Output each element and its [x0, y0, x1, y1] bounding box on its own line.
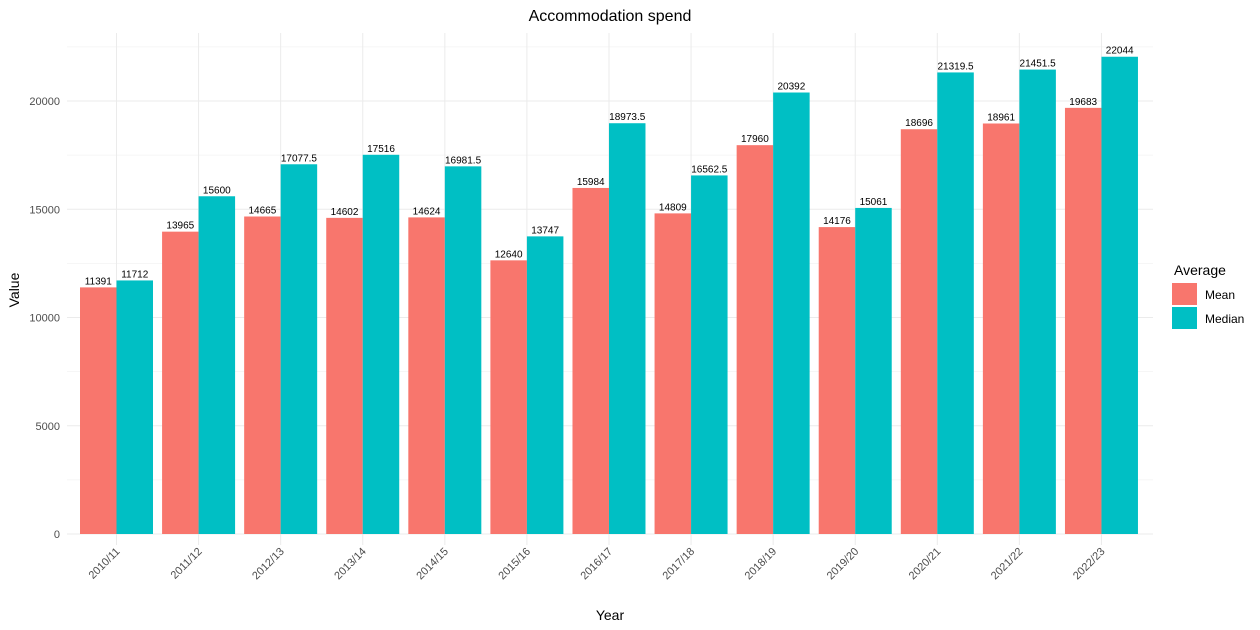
x-tick-label: 2014/15 [414, 546, 451, 583]
x-tick-label: 2021/22 [989, 546, 1026, 583]
bar-label-median: 15600 [203, 185, 231, 196]
bar-label-median: 20392 [777, 82, 805, 93]
bar-label-median: 17077.5 [281, 153, 318, 164]
bar-label-median: 18973.5 [609, 112, 646, 123]
bar-mean [654, 213, 692, 535]
bar-mean [244, 216, 281, 534]
bar-mean [736, 145, 774, 534]
x-tick-label: 2019/20 [825, 546, 862, 583]
bar-label-median: 13747 [531, 225, 559, 236]
bar-mean [162, 231, 199, 534]
x-tick-label: 2018/19 [743, 546, 780, 583]
legend: Average Mean Median [1172, 262, 1244, 329]
y-tick-label: 0 [54, 529, 60, 541]
bar-mean [490, 260, 527, 534]
legend-label-mean: Mean [1205, 288, 1235, 302]
x-tick-label: 2010/11 [87, 546, 123, 582]
legend-title: Average [1174, 262, 1226, 278]
bar-median [116, 280, 153, 534]
bar-mean [572, 187, 609, 534]
x-tick-label: 2012/13 [250, 546, 287, 583]
bar-label-mean: 18961 [987, 112, 1015, 123]
bar-label-mean: 19683 [1069, 97, 1097, 108]
y-axis-title: Value [6, 272, 22, 307]
bar-median [855, 207, 892, 534]
bar-label-median: 17516 [367, 144, 395, 155]
legend-key-median [1172, 307, 1197, 329]
legend-label-median: Median [1205, 312, 1244, 326]
x-tick-label: 2013/14 [332, 546, 369, 583]
bar-median [1101, 56, 1138, 534]
bar-label-median: 15061 [860, 197, 888, 208]
bar-median [691, 175, 728, 534]
bar-label-median: 21319.5 [937, 61, 974, 72]
bar-median [773, 92, 810, 535]
bar-mean [982, 123, 1020, 534]
bar-label-mean: 14624 [413, 206, 441, 217]
bar-median [444, 166, 482, 534]
legend-key-mean [1172, 283, 1197, 305]
bar-mean [80, 287, 117, 534]
x-tick-label: 2015/16 [496, 546, 533, 583]
x-tick-label: 2020/21 [907, 546, 944, 583]
bar-label-mean: 14176 [823, 216, 851, 227]
bar-mean [1064, 107, 1102, 535]
bar-label-median: 11712 [121, 269, 149, 280]
bar-median [362, 154, 400, 534]
x-axis-ticks: 2010/11 2011/12 2012/13 2013/14 2014/15 2015/… [87, 546, 1108, 583]
x-tick-label: 2016/17 [578, 546, 615, 583]
bar-median [526, 236, 564, 535]
bar-label-median: 16981.5 [445, 155, 482, 166]
bar-mean [408, 217, 445, 535]
y-tick-label: 10000 [29, 313, 60, 325]
bar-label-median: 21451.5 [1020, 59, 1057, 70]
bar-label-median: 16562.5 [691, 164, 728, 175]
bar-median [608, 123, 646, 534]
bar-label-mean: 14602 [331, 207, 359, 218]
chart-title: Accommodation spend [529, 8, 692, 25]
bar-label-mean: 17960 [741, 134, 769, 145]
bar-labels: 11391 13965 14665 14602 14624 12640 15984 14809… [85, 46, 1134, 288]
bar-label-mean: 14809 [659, 202, 687, 213]
bar-mean [900, 129, 938, 534]
y-axis-ticks: 0 5000 10000 15000 20000 [29, 96, 60, 541]
bar-label-mean: 15984 [577, 177, 605, 188]
y-tick-label: 15000 [29, 204, 60, 216]
x-tick-label: 2011/12 [169, 546, 205, 582]
bar-mean [818, 227, 856, 534]
bar-median [280, 164, 318, 534]
bar-label-mean: 14665 [249, 206, 277, 217]
bar-median [198, 196, 236, 534]
bar-label-median: 22044 [1106, 46, 1134, 57]
bars [80, 56, 1138, 535]
bar-label-mean: 13965 [166, 221, 194, 232]
bar-median [1019, 69, 1056, 535]
y-tick-label: 5000 [36, 421, 60, 433]
bar-label-mean: 12640 [495, 249, 523, 260]
bar-median [937, 72, 974, 534]
y-tick-label: 20000 [29, 96, 60, 108]
bar-label-mean: 11391 [85, 276, 113, 287]
x-tick-label: 2022/23 [1071, 546, 1108, 583]
bar-mean [326, 217, 363, 534]
x-axis-title: Year [596, 607, 625, 623]
x-tick-label: 2017/18 [661, 546, 698, 583]
bar-label-mean: 18696 [905, 118, 933, 129]
